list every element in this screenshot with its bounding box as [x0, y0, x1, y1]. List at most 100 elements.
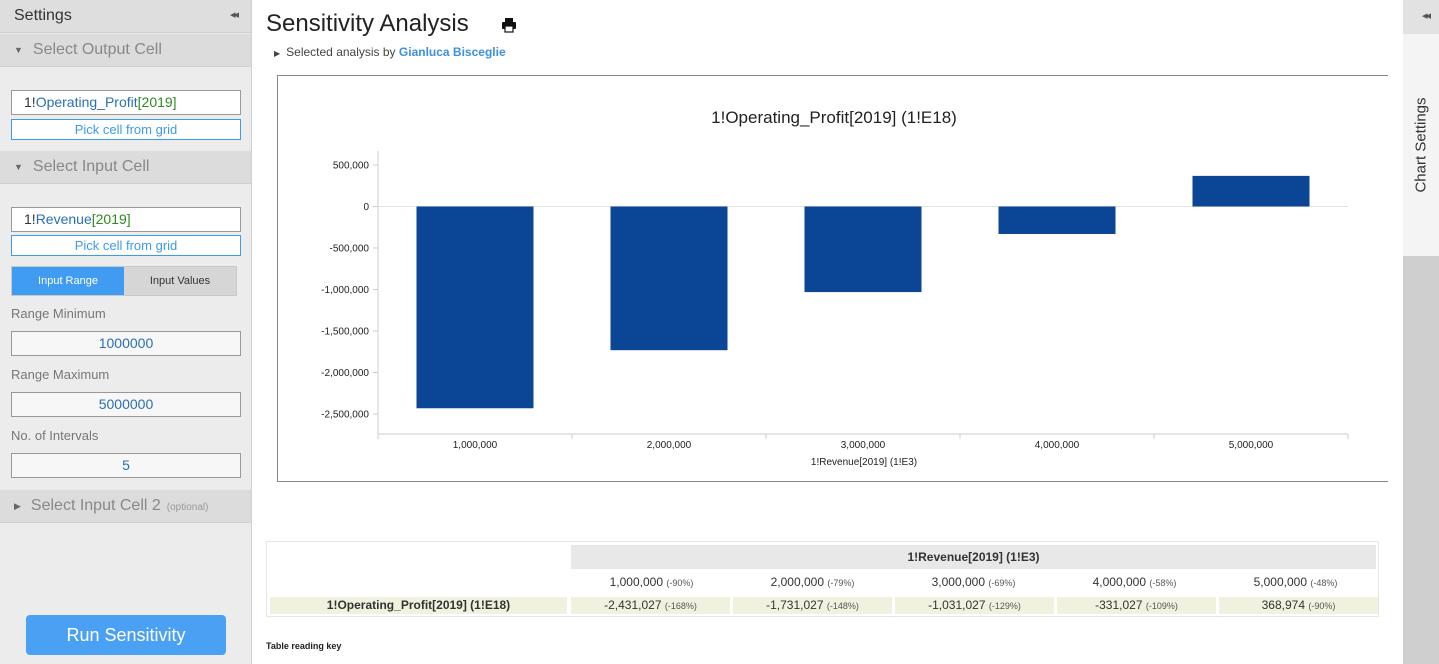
cell-percent: (-109%) [1145, 601, 1178, 611]
select-output-cell-section[interactable]: ▼ Select Output Cell [0, 33, 251, 67]
cell-name: Operating_Profit [35, 94, 138, 110]
pick-output-cell-button[interactable]: Pick cell from grid [11, 119, 241, 140]
optional-tag: (optional) [166, 502, 209, 513]
sheet-ref: 1! [24, 94, 36, 110]
chart-bar [998, 206, 1116, 234]
page-title: Sensitivity Analysis [266, 10, 469, 37]
table-cell: -1,731,027 (-148%) [733, 597, 892, 614]
section-label: Select Input Cell 2 [30, 497, 161, 514]
run-sensitivity-button[interactable]: Run Sensitivity [26, 615, 226, 655]
triangle-right-icon: ▶ [14, 500, 21, 511]
table-cell: -1,031,027 (-129%) [895, 597, 1054, 614]
x-tick-label: 2,000,000 [647, 440, 692, 451]
cell-name: Revenue [35, 211, 92, 227]
input-cell-field[interactable]: 1!Revenue[2019] [11, 207, 241, 232]
chart-bar [1192, 175, 1310, 207]
triangle-right-icon: ▶ [274, 49, 281, 58]
y-tick-label: -1,500,000 [321, 327, 369, 338]
sensitivity-table: 1!Revenue[2019] (1!E3) 1,000,000 (-90%) 2… [266, 541, 1379, 617]
cell-value: -1,731,027 [766, 598, 827, 612]
y-tick-label: 500,000 [333, 161, 370, 172]
chart-container: 1!Operating_Profit[2019] (1!E18) 500,000… [277, 75, 1388, 482]
settings-header: Settings ◂◂ [0, 0, 251, 33]
triangle-down-icon: ▼ [14, 162, 23, 172]
cell-value: 368,974 [1261, 598, 1309, 612]
column-value: 2,000,000 [770, 575, 828, 589]
chart-bar [610, 206, 728, 351]
table-cell: 368,974 (-90%) [1219, 597, 1378, 614]
x-tick-label: 3,000,000 [841, 440, 886, 451]
byline-prefix: Selected analysis by [286, 45, 396, 59]
column-value: 3,000,000 [931, 575, 989, 589]
column-percent: (-90%) [666, 578, 694, 588]
y-tick-label: -2,000,000 [321, 368, 369, 379]
y-tick-label: -500,000 [330, 244, 370, 255]
input-mode-toggle: Input Range Input Values [11, 266, 237, 296]
table-column-value: 4,000,000 (-58%) [1054, 575, 1215, 589]
cell-value: -331,027 [1095, 598, 1146, 612]
intervals-field[interactable]: 5 [11, 453, 241, 478]
collapse-right-panel-icon[interactable]: ◂◂ [1421, 10, 1431, 22]
cell-percent: (-129%) [988, 601, 1021, 611]
cell-percent: (-90%) [1308, 601, 1336, 611]
y-tick-label: 0 [363, 202, 369, 213]
cell-percent: (-148%) [826, 601, 859, 611]
range-minimum-label: Range Minimum [11, 306, 106, 321]
column-percent: (-58%) [1149, 578, 1177, 588]
settings-title: Settings [14, 7, 72, 24]
triangle-down-icon: ▼ [14, 45, 23, 55]
right-panel-header: ◂◂ [1403, 0, 1439, 34]
x-axis-label: 1!Revenue[2019] (1!E3) [811, 457, 917, 468]
table-cell: -2,431,027 (-168%) [571, 597, 730, 614]
chart-bar [804, 206, 922, 293]
column-percent: (-48%) [1310, 578, 1338, 588]
table-row-label: 1!Operating_Profit[2019] (1!E18) [270, 597, 567, 614]
column-value: 1,000,000 [609, 575, 667, 589]
range-maximum-field[interactable]: 5000000 [11, 392, 241, 417]
settings-sidebar: Settings ◂◂ ▼ Select Output Cell 1!Opera… [0, 0, 252, 664]
table-reading-key-link[interactable]: Table reading key [266, 641, 342, 651]
column-percent: (-79%) [827, 578, 855, 588]
output-cell-field[interactable]: 1!Operating_Profit[2019] [11, 90, 241, 115]
cell-percent: (-168%) [664, 601, 697, 611]
cell-year: [2019] [137, 94, 177, 110]
column-value: 4,000,000 [1092, 575, 1150, 589]
analysis-byline: ▶ Selected analysis by Gianluca Bisceglie [274, 45, 506, 59]
cell-value: -2,431,027 [604, 598, 665, 612]
x-tick-label: 4,000,000 [1035, 440, 1080, 451]
section-label: Select Input Cell [32, 158, 150, 175]
input-range-tab[interactable]: Input Range [12, 267, 124, 295]
column-percent: (-69%) [988, 578, 1016, 588]
select-input-cell-section[interactable]: ▼ Select Input Cell [0, 150, 251, 184]
input-values-tab[interactable]: Input Values [124, 267, 236, 295]
table-cell: -331,027 (-109%) [1057, 597, 1216, 614]
range-maximum-label: Range Maximum [11, 367, 110, 382]
collapse-sidebar-icon[interactable]: ◂◂ [229, 9, 239, 21]
table-column-value: 3,000,000 (-69%) [893, 575, 1054, 589]
range-minimum-field[interactable]: 1000000 [11, 331, 241, 356]
cell-value: -1,031,027 [928, 598, 989, 612]
sheet-ref: 1! [24, 211, 36, 227]
select-input-cell-2-section[interactable]: ▶ Select Input Cell 2 (optional) [0, 489, 251, 523]
y-tick-label: -2,500,000 [321, 410, 369, 421]
pick-input-cell-button[interactable]: Pick cell from grid [11, 235, 241, 256]
author-link[interactable]: Gianluca Bisceglie [398, 45, 506, 59]
print-icon[interactable] [501, 17, 517, 33]
chart-settings-tab[interactable]: Chart Settings [1403, 34, 1439, 256]
x-tick-label: 5,000,000 [1229, 440, 1274, 451]
table-column-value: 5,000,000 (-48%) [1215, 575, 1376, 589]
table-column-value: 1,000,000 (-90%) [571, 575, 732, 589]
cell-year: [2019] [91, 211, 131, 227]
table-column-value: 2,000,000 (-79%) [732, 575, 893, 589]
chart-bar [416, 206, 534, 409]
x-tick-label: 1,000,000 [453, 440, 498, 451]
intervals-label: No. of Intervals [11, 428, 99, 443]
table-column-header: 1!Revenue[2019] (1!E3) [571, 545, 1376, 569]
chart-settings-panel: ◂◂ Chart Settings [1403, 0, 1439, 664]
chart-settings-label: Chart Settings [1412, 97, 1430, 193]
section-label: Select Output Cell [32, 41, 162, 58]
chart-title: 1!Operating_Profit[2019] (1!E18) [711, 108, 957, 127]
sensitivity-bar-chart: 1!Operating_Profit[2019] (1!E18) 500,000… [321, 108, 1349, 468]
column-value: 5,000,000 [1253, 575, 1311, 589]
y-tick-label: -1,000,000 [321, 285, 369, 296]
